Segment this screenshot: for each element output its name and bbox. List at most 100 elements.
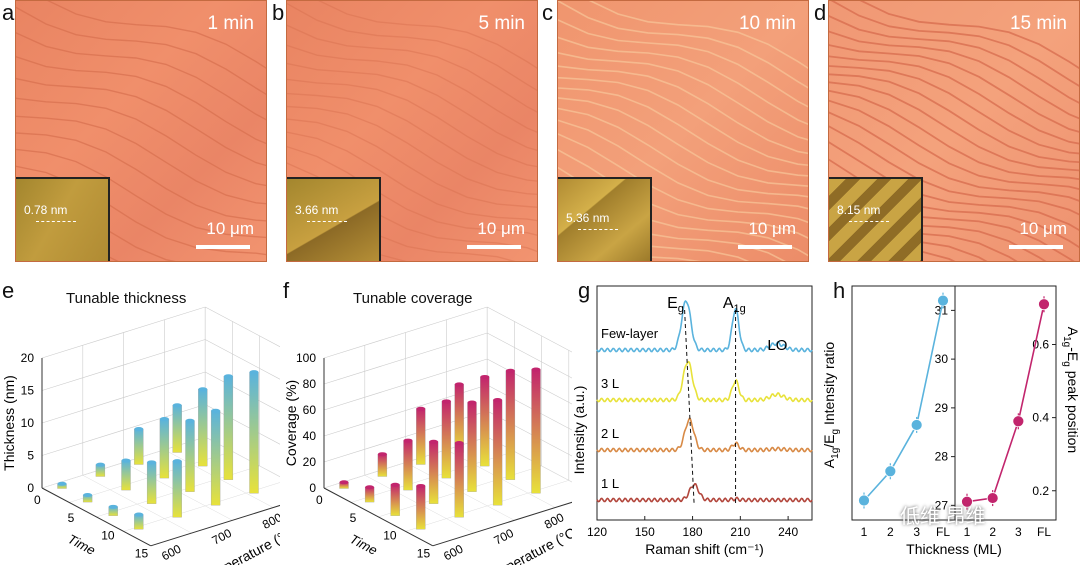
- bar-cap: [83, 493, 93, 498]
- bar: [134, 428, 144, 465]
- panel-label-h: h: [833, 278, 846, 303]
- bar-cap: [249, 370, 259, 375]
- y-tick-label: 30: [935, 352, 949, 366]
- grid-line: [41, 487, 152, 547]
- z-axis-label: Coverage (%): [283, 380, 299, 466]
- time-label-a: 1 min: [207, 13, 254, 34]
- panel-label-g: g: [578, 278, 591, 303]
- y-tick-label: 27: [935, 498, 949, 512]
- eg-subscript: g: [678, 303, 684, 315]
- inset-thickness-a: 0.78 nm: [24, 203, 68, 217]
- terrace-line: [16, 165, 266, 256]
- bar-cap: [531, 367, 541, 372]
- time-label-c: 10 min: [738, 13, 796, 34]
- z-tick-label: 0: [27, 481, 34, 495]
- terrace-line: [558, 119, 808, 210]
- bar: [441, 401, 452, 479]
- terrace-line: [16, 31, 266, 121]
- z-tick-label: 20: [21, 351, 35, 365]
- bar: [223, 376, 234, 480]
- time-label-d: 15 min: [1009, 13, 1067, 34]
- bar: [146, 462, 157, 504]
- plot-frame: [596, 285, 813, 521]
- bar: [454, 442, 464, 518]
- terrace-line: [318, 1, 537, 69]
- grid-line: [205, 339, 280, 380]
- grid-line: [405, 480, 569, 532]
- bar: [134, 514, 144, 530]
- terrace-line: [829, 99, 1079, 190]
- bar: [505, 370, 516, 480]
- terrace-line: [558, 107, 808, 198]
- terrace-line: [16, 77, 266, 167]
- terrace-line: [558, 1, 808, 89]
- a1g-subscript: 1g: [733, 303, 745, 315]
- right-y-sub2: g: [1061, 361, 1072, 367]
- bar-cap: [121, 458, 131, 463]
- bar-cap: [95, 462, 105, 467]
- scale-label-c: 10 μm: [748, 219, 796, 238]
- panel-label-d: d: [814, 0, 827, 25]
- bar: [249, 372, 259, 494]
- terrace-line: [829, 158, 1079, 249]
- z-tick-label: 15: [21, 384, 35, 398]
- x-tick-label: 1: [861, 525, 868, 539]
- chart-e-title: Tunable thickness: [66, 290, 187, 307]
- terrace-line: [16, 6, 266, 95]
- x-tick-label: 2: [989, 525, 996, 539]
- z-tick-label: 20: [303, 455, 317, 469]
- grid-line: [150, 504, 280, 547]
- terrace-line: [829, 14, 1079, 104]
- spectrum-line: [596, 300, 813, 353]
- x-tick-label: 150: [635, 525, 655, 539]
- afm-inset-a: 0.78 nm: [16, 177, 110, 261]
- bar-cap: [493, 398, 503, 403]
- bar: [428, 441, 439, 504]
- bar: [416, 408, 426, 465]
- y-tick-label: 0.2: [1032, 484, 1049, 498]
- bar: [198, 389, 208, 467]
- right-y-end: peak position: [1065, 367, 1080, 453]
- bar: [480, 376, 490, 467]
- bar: [121, 460, 131, 491]
- bar-cap: [223, 374, 233, 379]
- left-y-end: Intensity ratio: [821, 342, 837, 429]
- time-tick-label: 5: [68, 511, 75, 525]
- bar-cap: [159, 417, 169, 422]
- y-tick-label: 0.4: [1032, 411, 1049, 425]
- terrace-line: [558, 148, 808, 239]
- temp-axis-label: Temperature (°C): [480, 522, 572, 565]
- terrace-line: [16, 55, 266, 145]
- spectrum-line: [596, 417, 813, 453]
- time-tick-label: 10: [101, 529, 115, 543]
- chart-f: 0 20 40 60 80 100 Coverage (%) 0 5 10 15 Time 600 700…: [283, 306, 572, 565]
- grid-line: [487, 306, 572, 353]
- terrace-line: [287, 78, 537, 168]
- bar-cap: [441, 399, 451, 404]
- z-tick-label: 40: [303, 429, 317, 443]
- bar-cap: [134, 427, 144, 432]
- right-y-sub1: 1g: [1061, 336, 1072, 347]
- terrace-line: [558, 87, 808, 177]
- panel-label-b: b: [272, 0, 285, 25]
- z-tick-label: 10: [21, 416, 35, 430]
- bar-cap: [377, 452, 387, 457]
- bar-cap: [454, 441, 464, 446]
- spectrum-line: [596, 482, 813, 503]
- bar-cap: [390, 482, 400, 487]
- inset-thickness-d: 8.15 nm: [837, 203, 881, 217]
- x-tick-label: 120: [587, 525, 607, 539]
- bar-cap: [429, 439, 439, 444]
- series-label: 3 L: [601, 376, 619, 391]
- y-tick-label: 28: [935, 450, 949, 464]
- chart-f-title: Tunable coverage: [353, 290, 473, 307]
- bar-cap: [57, 481, 67, 486]
- lo-peak-label: LO: [767, 337, 787, 354]
- bar-cap: [416, 406, 426, 411]
- x-tick-label: 1: [964, 525, 971, 539]
- terrace-line: [558, 65, 808, 155]
- terrace-line: [16, 115, 266, 205]
- time-tick-label: 15: [135, 547, 149, 561]
- micrograph-b: 5 min 3.66 nm 10 μm: [286, 0, 538, 262]
